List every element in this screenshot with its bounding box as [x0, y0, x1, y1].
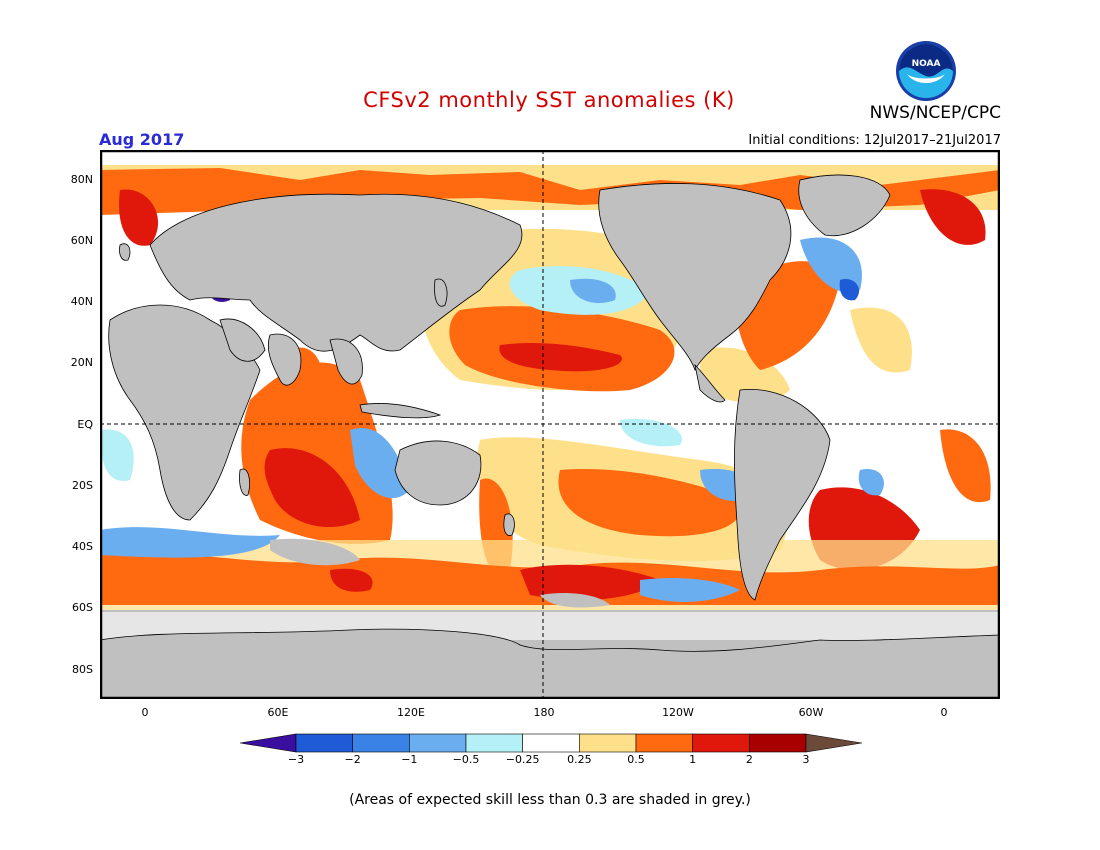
colorbar-tick-label: 2: [745, 753, 753, 766]
lat-label-40n: 40N: [70, 295, 93, 308]
colorbar-segment: [749, 733, 807, 753]
colorbar-segment: [805, 733, 862, 753]
british-isles: [119, 243, 131, 261]
colorbar-segment: [579, 733, 637, 753]
south-america: [734, 388, 831, 601]
colorbar-tick-label: −3: [287, 753, 305, 766]
initial-conditions: Initial conditions: 12Jul2017–21Jul2017: [748, 133, 1001, 148]
lon-label-180: 180: [533, 706, 555, 719]
indonesia: [359, 403, 442, 419]
eurasia: [149, 193, 523, 352]
colorbar-segment: [352, 733, 410, 753]
colorbar-segment: [409, 733, 467, 753]
colorbar: [240, 733, 862, 753]
colorbar-segment: [240, 733, 297, 753]
lat-label-80s: 80S: [72, 663, 93, 676]
arabia: [219, 318, 266, 362]
colorbar-tick-label: −1: [401, 753, 418, 766]
land-masses: [100, 174, 1000, 699]
lat-label-80n: 80N: [70, 173, 93, 186]
central-america: [694, 363, 726, 403]
colorbar-tick-label: 0.5: [627, 753, 645, 766]
lon-label-120e: 120E: [397, 706, 425, 719]
lon-label-0: 0: [141, 706, 149, 719]
map-frame: [100, 150, 1000, 699]
colorbar-tick-label: 0.25: [567, 753, 592, 766]
lon-label-0-right: 0: [940, 706, 948, 719]
colorbar-segment: [692, 733, 750, 753]
colorbar-tick-label: 3: [802, 753, 810, 766]
colorbar-tick-label: −0.5: [452, 753, 480, 766]
north-america: [598, 183, 792, 372]
lon-label-60e: 60E: [267, 706, 289, 719]
colorbar-tick-label: −0.25: [505, 753, 540, 766]
colorbar-tick-label: 1: [689, 753, 697, 766]
svg-text:NOAA: NOAA: [912, 59, 941, 69]
map-title: CFSv2 monthly SST anomalies (K): [363, 88, 735, 112]
japan: [434, 278, 448, 307]
colorbar-tick-label: −2: [344, 753, 361, 766]
agency-label: NWS/NCEP/CPC: [869, 103, 1001, 123]
skill-note: (Areas of expected skill less than 0.3 a…: [349, 792, 751, 808]
indochina: [329, 338, 363, 385]
cool-anomaly-regions: [100, 237, 884, 602]
lon-label-120w: 120W: [662, 706, 694, 719]
new-zealand: [503, 513, 515, 536]
colorbar-segment: [635, 733, 693, 753]
lat-label-eq: EQ: [77, 418, 93, 431]
sst-anomaly-map: [100, 150, 1000, 699]
india: [267, 333, 302, 386]
australia: [394, 440, 482, 506]
lon-label-60w: 60W: [798, 706, 824, 719]
colorbar-segment: [465, 733, 523, 753]
lat-label-60n: 60N: [70, 234, 93, 247]
forecast-month: Aug 2017: [99, 130, 185, 149]
africa: [108, 304, 261, 521]
colorbar-segment: [295, 733, 353, 753]
noaa-logo-icon: NOAA: [896, 41, 956, 101]
antarctica: [100, 628, 1000, 699]
greenland: [798, 174, 891, 237]
lat-label-20n: 20N: [70, 356, 93, 369]
lat-label-60s: 60S: [72, 601, 93, 614]
colorbar-segment: [522, 733, 580, 753]
lat-label-20s: 20S: [72, 479, 93, 492]
lat-label-40s: 40S: [72, 540, 93, 553]
madagascar: [239, 468, 250, 496]
